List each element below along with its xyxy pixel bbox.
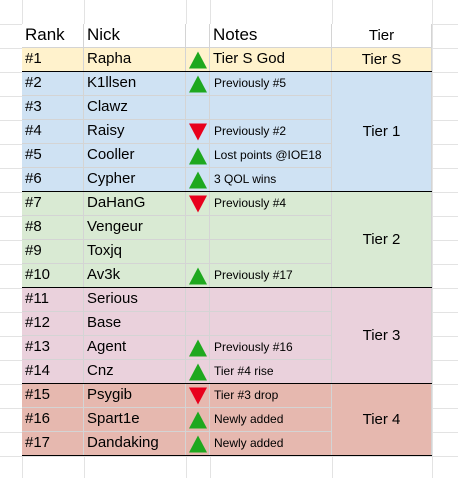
trend-cell[interactable] <box>186 432 210 456</box>
arrow-up-icon <box>188 339 207 356</box>
tier-separator <box>22 191 432 192</box>
trend-cell[interactable] <box>186 48 210 72</box>
notes-cell[interactable]: Newly added <box>210 408 332 432</box>
notes-cell[interactable] <box>210 312 332 336</box>
header-notes[interactable]: Notes <box>210 24 332 48</box>
tier-separator <box>22 383 432 384</box>
trend-cell[interactable] <box>186 288 210 312</box>
trend-cell[interactable] <box>186 360 210 384</box>
rank-cell[interactable]: #4 <box>22 120 84 144</box>
arrow-up-icon <box>188 171 207 188</box>
tier-separator <box>22 455 432 456</box>
rank-cell[interactable]: #12 <box>22 312 84 336</box>
rank-cell[interactable]: #6 <box>22 168 84 192</box>
trend-cell[interactable] <box>186 336 210 360</box>
nick-cell[interactable]: Cypher <box>84 168 186 192</box>
trend-cell[interactable] <box>186 120 210 144</box>
trend-cell[interactable] <box>186 192 210 216</box>
nick-cell[interactable]: Serious <box>84 288 186 312</box>
rank-cell[interactable]: #17 <box>22 432 84 456</box>
nick-cell[interactable]: Dandaking <box>84 432 186 456</box>
rank-cell[interactable]: #9 <box>22 240 84 264</box>
trend-cell[interactable] <box>186 408 210 432</box>
arrow-up-icon <box>188 435 207 452</box>
rank-cell[interactable]: #13 <box>22 336 84 360</box>
trend-cell[interactable] <box>186 240 210 264</box>
rank-cell[interactable]: #2 <box>22 72 84 96</box>
grid-line <box>0 456 458 457</box>
arrow-up-icon <box>188 147 207 164</box>
notes-cell[interactable]: Previously #16 <box>210 336 332 360</box>
grid-line <box>432 0 433 478</box>
header-tier[interactable]: Tier <box>332 24 432 48</box>
tier-separator <box>22 71 432 72</box>
notes-cell[interactable]: Previously #17 <box>210 264 332 288</box>
notes-cell[interactable]: Previously #4 <box>210 192 332 216</box>
arrow-up-icon <box>188 75 207 92</box>
nick-cell[interactable]: Cooller <box>84 144 186 168</box>
rank-cell[interactable]: #11 <box>22 288 84 312</box>
nick-cell[interactable]: Clawz <box>84 96 186 120</box>
trend-cell[interactable] <box>186 144 210 168</box>
notes-cell[interactable]: Previously #2 <box>210 120 332 144</box>
tier-separator <box>22 287 432 288</box>
nick-cell[interactable]: Av3k <box>84 264 186 288</box>
nick-cell[interactable]: DaHanG <box>84 192 186 216</box>
rank-cell[interactable]: #3 <box>22 96 84 120</box>
tier-cell-1[interactable]: Tier 1 <box>332 72 432 192</box>
notes-cell[interactable] <box>210 216 332 240</box>
nick-cell[interactable]: Agent <box>84 336 186 360</box>
trend-cell[interactable] <box>186 168 210 192</box>
notes-cell[interactable]: Lost points @IOE18 <box>210 144 332 168</box>
tier-cell-s[interactable]: Tier S <box>332 48 432 72</box>
nick-cell[interactable]: Rapha <box>84 48 186 72</box>
nick-cell[interactable]: Base <box>84 312 186 336</box>
rank-cell[interactable]: #15 <box>22 384 84 408</box>
arrow-up-icon <box>188 411 207 428</box>
trend-cell[interactable] <box>186 96 210 120</box>
arrow-up-icon <box>188 51 207 68</box>
trend-cell[interactable] <box>186 384 210 408</box>
header-rank[interactable]: Rank <box>22 24 84 48</box>
nick-cell[interactable]: Toxjq <box>84 240 186 264</box>
nick-cell[interactable]: Cnz <box>84 360 186 384</box>
rank-cell[interactable]: #1 <box>22 48 84 72</box>
notes-cell[interactable] <box>210 288 332 312</box>
arrow-up-icon <box>188 267 207 284</box>
notes-cell[interactable]: Newly added <box>210 432 332 456</box>
arrow-up-icon <box>188 363 207 380</box>
header-trend[interactable] <box>186 24 210 48</box>
notes-cell[interactable]: 3 QOL wins <box>210 168 332 192</box>
trend-cell[interactable] <box>186 312 210 336</box>
arrow-down-icon <box>188 387 207 404</box>
nick-cell[interactable]: Vengeur <box>84 216 186 240</box>
trend-cell[interactable] <box>186 216 210 240</box>
notes-cell[interactable] <box>210 240 332 264</box>
rank-cell[interactable]: #5 <box>22 144 84 168</box>
rank-cell[interactable]: #14 <box>22 360 84 384</box>
notes-cell[interactable]: Tier S God <box>210 48 332 72</box>
trend-cell[interactable] <box>186 264 210 288</box>
tier-cell-2[interactable]: Tier 2 <box>332 192 432 288</box>
notes-cell[interactable]: Previously #5 <box>210 72 332 96</box>
tier-cell-3[interactable]: Tier 3 <box>332 288 432 384</box>
nick-cell[interactable]: Psygib <box>84 384 186 408</box>
rank-cell[interactable]: #10 <box>22 264 84 288</box>
rank-cell[interactable]: #8 <box>22 216 84 240</box>
trend-cell[interactable] <box>186 72 210 96</box>
nick-cell[interactable]: Spart1e <box>84 408 186 432</box>
rank-cell[interactable]: #16 <box>22 408 84 432</box>
rank-cell[interactable]: #7 <box>22 192 84 216</box>
tier-cell-4[interactable]: Tier 4 <box>332 384 432 456</box>
notes-cell[interactable]: Tier #4 rise <box>210 360 332 384</box>
arrow-down-icon <box>188 195 207 212</box>
notes-cell[interactable] <box>210 96 332 120</box>
nick-cell[interactable]: Raisy <box>84 120 186 144</box>
arrow-down-icon <box>188 123 207 140</box>
header-nick[interactable]: Nick <box>84 24 186 48</box>
nick-cell[interactable]: K1llsen <box>84 72 186 96</box>
notes-cell[interactable]: Tier #3 drop <box>210 384 332 408</box>
